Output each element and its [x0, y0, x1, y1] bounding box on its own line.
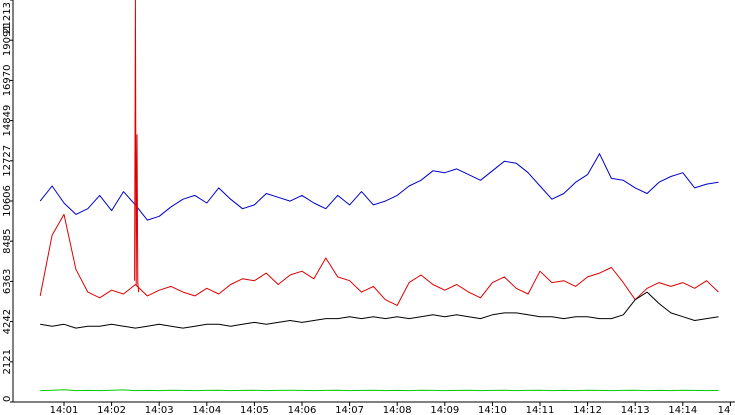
y-tick-label: 6363: [2, 269, 13, 294]
y-tick-label: 8485: [2, 228, 13, 253]
x-axis-ticks: 14:01 14:02 14:03 14:04 14:05 14:06 14:07 14:08…: [50, 402, 731, 415]
series-line-3: [40, 389, 719, 392]
x-tick-label: 14:04: [192, 405, 221, 415]
x-tick-label: 14:10: [478, 405, 507, 415]
x-tick-label: 14:09: [430, 405, 459, 415]
x-tick-label: 14: [718, 405, 731, 415]
x-tick-label: 14:07: [335, 405, 364, 415]
y-tick-label: 21213: [2, 2, 13, 34]
series-layer: [39, 0, 719, 392]
series-line-0: [39, 153, 719, 221]
y-tick-label: 10606: [2, 185, 13, 217]
x-tick-label: 14:01: [50, 405, 79, 415]
x-tick-label: 14:12: [573, 405, 602, 415]
x-tick-label: 14:13: [621, 405, 650, 415]
y-tick-label: 4242: [2, 309, 13, 334]
x-tick-label: 14:05: [240, 405, 269, 415]
y-axis-ticks: 0 2121 4242 6363 8485 10606 12727 14849 16970 190…: [2, 0, 13, 403]
x-tick-label: 14:14: [668, 405, 697, 415]
series-line-2: [40, 291, 719, 329]
x-tick-label: 14:08: [383, 405, 412, 415]
y-tick-label: 19091: [2, 24, 13, 56]
y-tick-label: 16970: [2, 64, 13, 96]
x-tick-label: 14:02: [97, 405, 126, 415]
y-tick-label: 14849: [2, 105, 13, 137]
y-tick-label: 0: [2, 396, 13, 402]
series-line-4: [134, 0, 140, 293]
y-tick-label: 2121: [2, 349, 13, 374]
series-line-1: [39, 213, 719, 306]
x-tick-label: 14:03: [145, 405, 174, 415]
y-tick-label: 12727: [2, 145, 13, 177]
x-tick-label: 14:06: [288, 405, 317, 415]
x-tick-label: 14:11: [526, 405, 555, 415]
